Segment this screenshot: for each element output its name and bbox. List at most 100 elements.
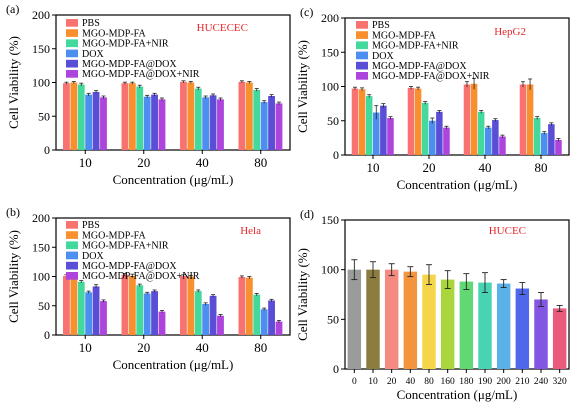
bar-mgo-mdp-fa-dox-nir-20 — [443, 127, 450, 155]
bar-dox-20 — [143, 293, 151, 335]
bar-dox-80 — [541, 133, 548, 155]
bar-160 — [440, 279, 455, 369]
y-tick-label: 100 — [321, 263, 339, 277]
y-tick-label: 200 — [321, 11, 339, 25]
bar-mgo-mdp-fa-20 — [128, 275, 136, 335]
y-tick-label: 50 — [327, 312, 339, 326]
x-axis-label: Concentration (μg/mL) — [113, 357, 234, 372]
bar-mgo-mdp-fa-10 — [70, 82, 78, 150]
bar-dox-40 — [202, 97, 210, 150]
bar-190 — [478, 282, 492, 369]
legend-swatch — [356, 41, 368, 50]
bar-mgo-mdp-fa-dox-80 — [268, 300, 275, 335]
y-tick-label: 50 — [38, 299, 50, 313]
bar-mgo-mdp-fa-nir-20 — [136, 285, 144, 335]
y-axis-label: Cell Viability (%) — [6, 230, 21, 323]
bar-mgo-mdp-fa-dox-nir-80 — [555, 139, 562, 155]
bar-mgo-mdp-fa-20 — [414, 88, 422, 155]
legend-swatch — [66, 261, 78, 270]
bar-mgo-mdp-fa-dox-10 — [380, 105, 387, 155]
x-tick-label: 80 — [424, 377, 434, 387]
legend-swatch — [356, 51, 368, 60]
bar-mgo-mdp-fa-dox-10 — [92, 286, 100, 335]
bar-mgo-mdp-fa-40 — [187, 82, 195, 150]
bar-mgo-mdp-fa-nir-40 — [194, 291, 202, 335]
bar-240 — [534, 299, 548, 369]
chart-panel-4: (d) 0 50 100 150 Cell Viability (%) 0 10 20 40 80 1… — [295, 207, 570, 402]
x-axis-label: Concentration (μg/mL) — [113, 172, 234, 187]
x-tick-label: 40 — [479, 160, 492, 175]
legend-label: MGO-MDP-FA+NIR — [82, 241, 169, 252]
bar-mgo-mdp-fa-dox-20 — [151, 291, 158, 335]
bar-mgo-mdp-fa-dox-10 — [92, 91, 100, 150]
x-tick-label: 190 — [478, 377, 493, 387]
y-axis-label: Cell Viability (%) — [6, 36, 21, 129]
bar-pbs-40 — [180, 275, 187, 335]
bar-40 — [403, 271, 418, 369]
bar-mgo-mdp-fa-dox-80 — [548, 124, 555, 155]
x-tick-label: 20 — [137, 155, 150, 170]
y-tick-label: 150 — [32, 42, 50, 56]
y-tick-label: 0 — [44, 143, 50, 157]
panel-label: (d) — [300, 207, 314, 221]
legend-label: MGO-MDP-FA — [82, 230, 146, 241]
x-axis-label: Concentration (μg/mL) — [397, 177, 518, 192]
legend-swatch — [66, 251, 78, 260]
x-tick-label: 200 — [497, 377, 512, 387]
legend-label: PBS — [82, 220, 100, 231]
x-tick-label: 10 — [368, 377, 378, 387]
x-tick-label: 0 — [352, 377, 357, 387]
legend-label: MGO-MDP-FA+NIR — [82, 39, 169, 50]
bar-dox-20 — [429, 120, 436, 155]
x-tick-label: 40 — [196, 340, 209, 355]
bar-dox-80 — [260, 102, 268, 150]
y-tick-label: 100 — [32, 270, 50, 284]
cell-line-label: HepG2 — [494, 26, 526, 38]
bar-dox-20 — [143, 96, 151, 150]
bar-pbs-10 — [63, 83, 70, 150]
x-tick-label: 40 — [406, 377, 416, 387]
legend-label: PBS — [82, 18, 100, 29]
y-tick-label: 0 — [44, 328, 50, 342]
legend-swatch — [66, 49, 78, 58]
y-tick-label: 50 — [38, 109, 50, 123]
legend-label: MGO-MDP-FA@DOX — [372, 61, 467, 72]
bar-mgo-mdp-fa-dox-nir-10 — [100, 97, 107, 150]
x-tick-label: 10 — [79, 155, 92, 170]
legend-label: DOX — [372, 51, 394, 62]
bar-pbs-20 — [407, 87, 415, 155]
legend-swatch — [66, 29, 78, 37]
panel-label: (b) — [6, 205, 20, 219]
legend-label: DOX — [82, 49, 104, 60]
bar-mgo-mdp-fa-nir-10 — [365, 96, 373, 155]
bar-mgo-mdp-fa-dox-80 — [268, 96, 275, 150]
legend-label: MGO-MDP-FA@DOX — [82, 261, 177, 272]
bar-dox-10 — [85, 94, 93, 150]
bar-mgo-mdp-fa-10 — [358, 89, 366, 155]
bar-mgo-mdp-fa-80 — [245, 82, 253, 150]
bar-pbs-80 — [238, 277, 246, 335]
x-tick-label: 240 — [534, 377, 549, 387]
x-tick-label: 80 — [254, 155, 267, 170]
legend-label: MGO-MDP-FA@DOX+NIR — [82, 69, 200, 80]
legend-swatch — [66, 241, 78, 250]
bar-200 — [496, 283, 511, 369]
bar-mgo-mdp-fa-dox-nir-40 — [217, 99, 224, 150]
legend-swatch — [356, 21, 368, 29]
bar-dox-10 — [373, 112, 380, 155]
legend-swatch — [66, 39, 78, 48]
bar-0 — [347, 269, 362, 369]
plot-frame — [344, 219, 570, 370]
x-axis-label: Concentration (μg/mL) — [397, 387, 518, 402]
legend-label: MGO-MDP-FA — [372, 30, 436, 41]
bar-mgo-mdp-fa-20 — [128, 83, 136, 150]
bar-pbs-10 — [351, 88, 359, 155]
legend-swatch — [66, 272, 78, 280]
y-tick-label: 100 — [32, 76, 50, 90]
bar-mgo-mdp-fa-dox-20 — [151, 94, 158, 150]
legend-label: DOX — [82, 251, 104, 262]
y-tick-label: 150 — [321, 213, 339, 227]
legend-swatch — [356, 61, 368, 70]
legend-swatch — [356, 31, 368, 39]
